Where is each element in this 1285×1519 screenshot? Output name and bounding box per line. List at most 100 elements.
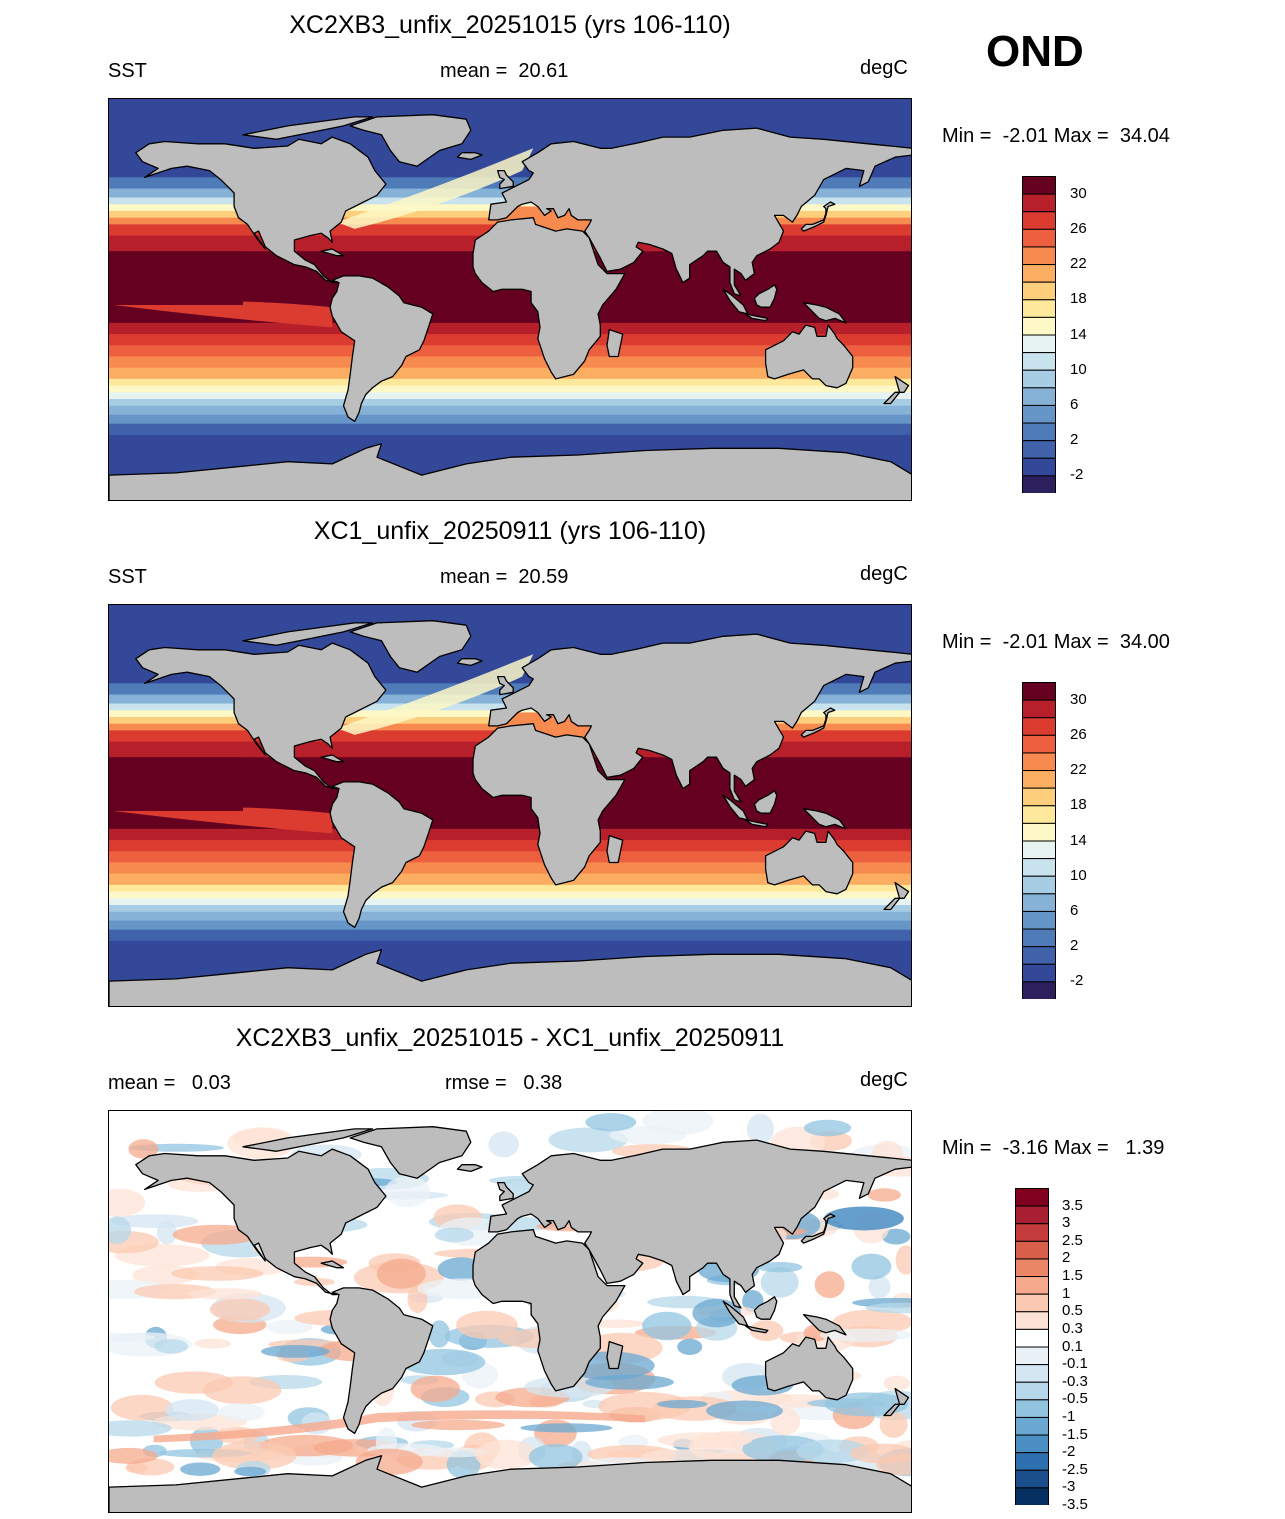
colorbar-swatch — [1022, 822, 1056, 842]
cold-tongue — [113, 300, 333, 328]
land-mass — [472, 1229, 626, 1392]
cool-anomaly — [234, 1466, 267, 1477]
colorbar-swatch — [1015, 1416, 1049, 1436]
cool-anomaly — [109, 1332, 155, 1343]
cool-anomaly — [677, 1338, 703, 1355]
land-mass — [496, 169, 514, 190]
land-mass — [800, 201, 836, 232]
warm-anomaly — [194, 1338, 232, 1349]
colorbar-swatch — [1022, 422, 1056, 442]
cool-anomaly — [156, 1220, 177, 1245]
panel-3-colorbar — [1015, 1188, 1049, 1506]
sst-band — [109, 891, 911, 899]
sst-band — [109, 345, 911, 357]
sst-band — [109, 356, 911, 369]
colorbar-swatch — [1015, 1188, 1049, 1207]
colorbar-swatch — [1022, 752, 1056, 772]
warm-anomaly — [203, 1376, 282, 1405]
colorbar-tick-label: 6 — [1070, 395, 1079, 413]
cold-tongue — [113, 806, 333, 834]
cool-anomaly — [881, 1228, 911, 1245]
warm-anomaly — [895, 1245, 911, 1275]
gulf-stream — [336, 654, 534, 735]
warm-anomaly — [657, 1432, 753, 1449]
land-mass — [802, 1314, 847, 1336]
warm-anomaly — [832, 1309, 911, 1335]
cool-anomaly — [111, 1214, 199, 1228]
cool-anomaly — [803, 1119, 852, 1137]
land-mass — [802, 808, 847, 830]
sst-band — [109, 920, 911, 931]
colorbar-swatch — [1022, 404, 1056, 424]
panel-3-mean-label: mean = 0.03 — [108, 1072, 231, 1094]
colorbar-swatch — [1022, 946, 1056, 965]
cool-anomaly — [865, 1302, 911, 1314]
colorbar-swatch — [1022, 246, 1056, 266]
sst-band — [109, 423, 911, 436]
cool-anomaly — [384, 1175, 431, 1208]
warm-anomaly — [883, 1375, 910, 1392]
colorbar-tick-label: 2 — [1070, 431, 1079, 449]
cool-anomaly — [154, 1339, 189, 1354]
colorbar-tick-label: 22 — [1070, 255, 1087, 273]
cool-anomaly — [760, 1267, 799, 1298]
panel-2-units-label: degC — [860, 563, 908, 585]
panel-1-minmax: Min = -2.01 Max = 34.04 — [942, 125, 1170, 147]
sst-band — [109, 898, 911, 906]
cool-anomaly — [851, 1253, 892, 1280]
colorbar-swatch — [1015, 1452, 1049, 1471]
colorbar-swatch — [1022, 264, 1056, 283]
warm-anomaly — [588, 1319, 646, 1328]
arctic-ocean — [109, 99, 911, 126]
land-mass — [488, 127, 911, 297]
colorbar-swatch — [1022, 840, 1056, 860]
panel-2-colorbar — [1022, 682, 1056, 1000]
colorbar-swatch — [1022, 981, 1056, 1000]
land-mass — [135, 136, 387, 284]
land-mass — [349, 620, 472, 673]
warm-anomaly — [109, 1188, 146, 1217]
panel-2-title: XC1_unfix_20250911 (yrs 106-110) — [313, 517, 707, 545]
colorbar-tick-label: 10 — [1070, 866, 1087, 884]
land-mass — [242, 116, 374, 140]
colorbar-tick-label: -3 — [1062, 1478, 1076, 1496]
colorbar-swatch — [1015, 1469, 1049, 1489]
land-mass — [456, 152, 483, 161]
warm-anomaly — [474, 1439, 537, 1470]
colorbar-swatch — [1022, 457, 1056, 477]
colorbar-swatch — [1022, 875, 1056, 895]
sst-band — [109, 862, 911, 875]
colorbar-swatch — [1015, 1399, 1049, 1418]
colorbar-tick-label: 3 — [1062, 1214, 1071, 1232]
colorbar-tick-label: -0.1 — [1062, 1355, 1088, 1373]
sst-band — [109, 828, 911, 841]
colorbar-swatch — [1022, 475, 1056, 494]
land-mass — [496, 675, 514, 696]
sst-band — [109, 378, 911, 387]
land-mass — [488, 633, 911, 803]
sst-band — [109, 884, 911, 893]
warm-anomaly — [850, 1443, 911, 1464]
gulf-stream — [336, 148, 534, 229]
land-mass — [349, 114, 472, 167]
sst-band — [109, 911, 911, 922]
panel-1-title: XC2XB3_unfix_20251015 (yrs 106-110) — [289, 11, 731, 39]
cool-anomaly — [434, 1227, 474, 1243]
colorbar-tick-label: 26 — [1070, 725, 1087, 743]
land-mass — [744, 313, 769, 322]
land-mass — [764, 324, 854, 389]
colorbar-swatch — [1022, 787, 1056, 807]
colorbar-swatch — [1022, 334, 1056, 354]
arctic-ocean — [109, 605, 911, 632]
colorbar-swatch — [1022, 352, 1056, 371]
sst-band — [109, 322, 911, 335]
colorbar-tick-label: -3.5 — [1062, 1496, 1088, 1513]
colorbar-swatch — [1022, 387, 1056, 406]
warm-anomaly — [209, 1298, 271, 1321]
land-mass — [753, 1296, 778, 1320]
colorbar-tick-label: 3.5 — [1062, 1196, 1083, 1214]
warm-anomaly — [109, 1447, 158, 1464]
warm-anomaly — [376, 1258, 426, 1289]
colorbar-swatch — [1015, 1434, 1049, 1454]
panel-2-minmax: Min = -2.01 Max = 34.00 — [942, 631, 1170, 653]
